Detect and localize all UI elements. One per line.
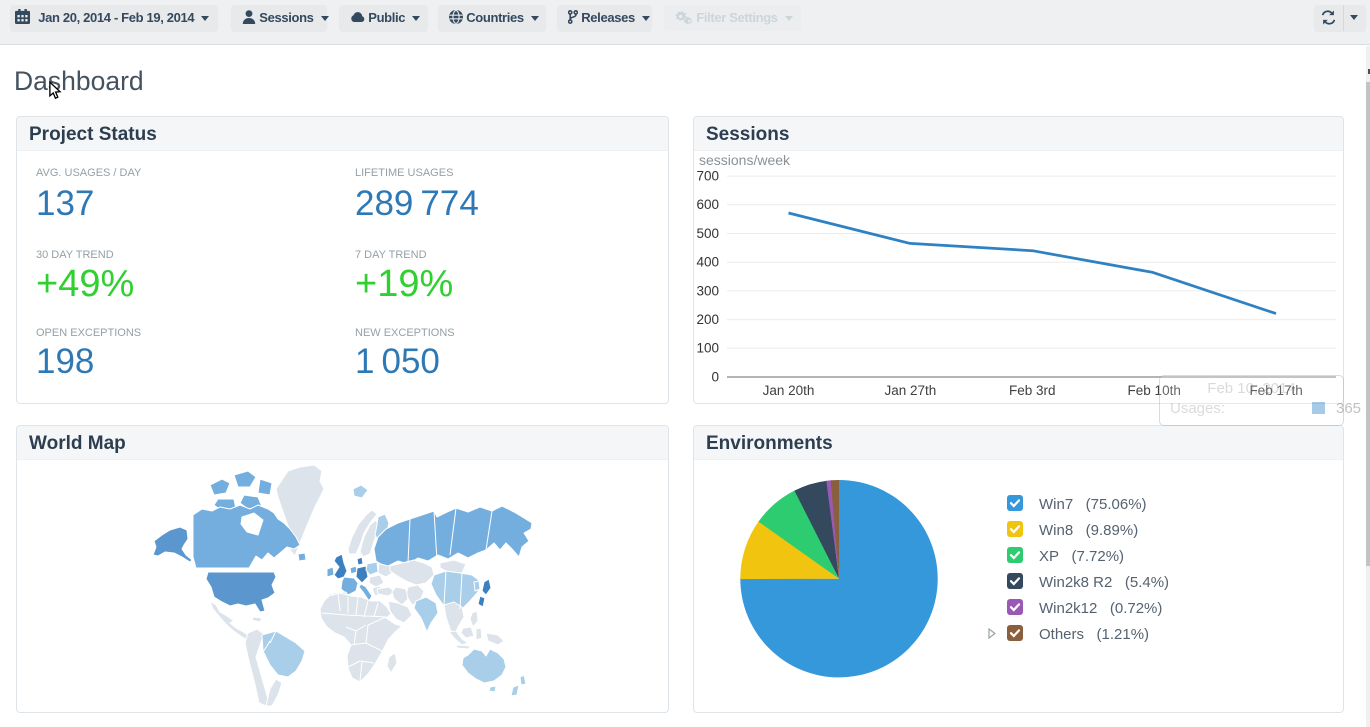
svg-text:Feb 17th: Feb 17th [1249, 383, 1302, 398]
svg-text:Feb 10th: Feb 10th [1128, 383, 1181, 398]
svg-text:300: 300 [696, 283, 719, 298]
svg-text:0: 0 [711, 369, 719, 384]
svg-text:600: 600 [696, 197, 719, 212]
svg-text:Jan 20th: Jan 20th [763, 383, 815, 398]
svg-text:400: 400 [696, 255, 719, 270]
svg-text:Feb 3rd: Feb 3rd [1009, 383, 1056, 398]
svg-text:200: 200 [696, 312, 719, 327]
svg-text:500: 500 [696, 226, 719, 241]
svg-text:Jan 27th: Jan 27th [885, 383, 937, 398]
svg-text:700: 700 [696, 169, 719, 184]
svg-text:sessions/week: sessions/week [699, 152, 791, 168]
svg-text:100: 100 [696, 341, 719, 356]
